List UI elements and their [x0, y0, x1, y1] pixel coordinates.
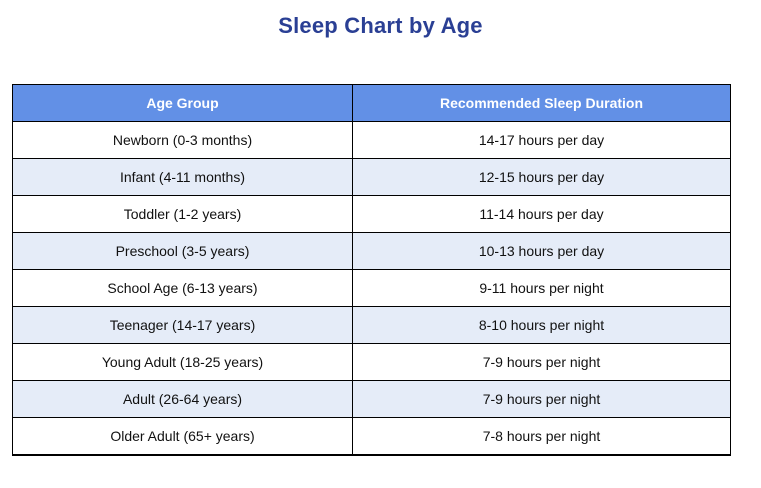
duration-cell: 14-17 hours per day [352, 121, 731, 159]
duration-cell: 11-14 hours per day [352, 195, 731, 233]
duration-cell: 9-11 hours per night [352, 269, 731, 307]
page-title: Sleep Chart by Age [278, 13, 483, 38]
age-group-cell: Newborn (0-3 months) [12, 121, 353, 159]
column-header-sleep-duration: Recommended Sleep Duration [352, 84, 731, 122]
table-row: Newborn (0-3 months) 14-17 hours per day [12, 121, 731, 159]
duration-cell: 7-8 hours per night [352, 417, 731, 456]
duration-cell: 10-13 hours per day [352, 232, 731, 270]
table-row: School Age (6-13 years) 9-11 hours per ni… [12, 269, 731, 307]
table-row: Infant (4-11 months) 12-15 hours per day [12, 158, 731, 196]
age-group-cell: Toddler (1-2 years) [12, 195, 353, 233]
age-group-cell: Infant (4-11 months) [12, 158, 353, 196]
column-header-age-group: Age Group [12, 84, 353, 122]
table-header: Age Group Recommended Sleep Duration [12, 84, 731, 122]
age-group-cell: Older Adult (65+ years) [12, 417, 353, 456]
duration-cell: 7-9 hours per night [352, 380, 731, 418]
age-group-cell: Preschool (3-5 years) [12, 232, 353, 270]
header-row: Age Group Recommended Sleep Duration [12, 84, 731, 122]
duration-cell: 7-9 hours per night [352, 343, 731, 381]
table-row: Preschool (3-5 years) 10-13 hours per day [12, 232, 731, 270]
table-row: Adult (26-64 years) 7-9 hours per night [12, 380, 731, 418]
table-row: Toddler (1-2 years) 11-14 hours per day [12, 195, 731, 233]
duration-cell: 12-15 hours per day [352, 158, 731, 196]
age-group-cell: Adult (26-64 years) [12, 380, 353, 418]
age-group-cell: Teenager (14-17 years) [12, 306, 353, 344]
table-row: Teenager (14-17 years) 8-10 hours per nig… [12, 306, 731, 344]
table-body: Newborn (0-3 months) 14-17 hours per day I… [12, 121, 731, 456]
table-row: Young Adult (18-25 years) 7-9 hours per n… [12, 343, 731, 381]
table-row: Older Adult (65+ years) 7-8 hours per nig… [12, 417, 731, 456]
age-group-cell: School Age (6-13 years) [12, 269, 353, 307]
sleep-table: Age Group Recommended Sleep Duration New… [12, 84, 731, 456]
duration-cell: 8-10 hours per night [352, 306, 731, 344]
age-group-cell: Young Adult (18-25 years) [12, 343, 353, 381]
